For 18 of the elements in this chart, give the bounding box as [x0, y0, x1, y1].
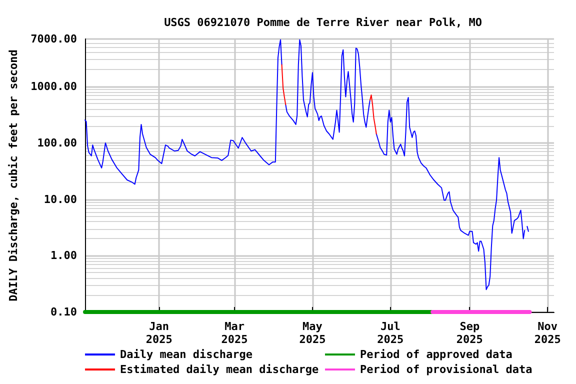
chart-title: USGS 06921070 Pomme de Terre River near Polk, MO: [164, 16, 482, 29]
y-tick-label: 7000.00: [30, 32, 77, 46]
legend-label: Period of approved data: [360, 348, 512, 361]
x-tick-label: Jul 2025: [377, 320, 404, 346]
y-tick-label: 1.00: [50, 249, 77, 262]
y-tick-label: 100.00: [37, 136, 77, 150]
x-tick-label: Nov 2025: [534, 320, 561, 346]
y-axis-title: DAILY Discharge, cubic feet per second: [7, 50, 20, 302]
y-tick-label: 10.00: [44, 192, 77, 206]
x-tick-label: May 2025: [299, 320, 326, 346]
x-tick-label: Mar 2025: [221, 320, 248, 346]
legend-label: Estimated daily mean discharge: [120, 363, 320, 376]
x-tick-label: Sep 2025: [456, 320, 483, 346]
y-tick-label: 1000.00: [30, 80, 77, 94]
legend-label: Period of provisional data: [360, 363, 532, 376]
y-tick-label: 0.10: [50, 306, 77, 318]
x-tick-label: Jan 2025: [146, 320, 172, 346]
legend-label: Daily mean discharge: [120, 348, 253, 361]
